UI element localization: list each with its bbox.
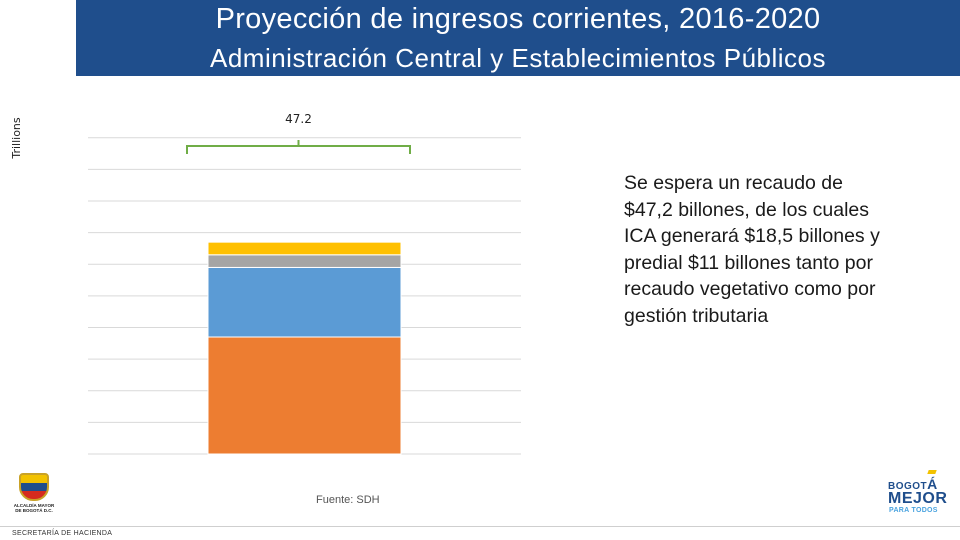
bar-segment-4 bbox=[207, 241, 402, 256]
bar-segment-1 bbox=[207, 336, 402, 455]
slide-title: Proyección de ingresos corrientes, 2016-… bbox=[215, 3, 821, 35]
logo-accent-icon bbox=[927, 470, 937, 474]
bogota-mejor-logo: BOGOTÁ MEJOR PARA TODOS bbox=[886, 470, 950, 518]
bar-segments bbox=[207, 241, 402, 455]
total-bracket bbox=[186, 140, 411, 154]
bogota-logo-line3: PARA TODOS bbox=[889, 507, 938, 514]
coat-of-arms-icon bbox=[19, 473, 49, 501]
bogota-logo-line2: MEJOR bbox=[888, 490, 948, 507]
summary-text: Se espera un recaudo de $47,2 billones, … bbox=[624, 172, 880, 327]
slide-subtitle: Administración Central y Establecimiento… bbox=[209, 43, 827, 73]
source-note: Fuente: SDH bbox=[316, 494, 380, 506]
footer-divider bbox=[0, 526, 960, 527]
bar-segment-2 bbox=[207, 266, 402, 338]
bogota-logo-line1: BOGOTÁ bbox=[888, 476, 938, 492]
footer-label: SECRETARÍA DE HACIENDA bbox=[12, 530, 113, 537]
alcaldia-logo: ALCALDÍA MAYOR DE BOGOTÁ D.C. bbox=[12, 473, 56, 513]
bar-segment-3 bbox=[207, 254, 402, 268]
total-label: 47.2 bbox=[285, 112, 312, 126]
slide-header: Proyección de ingresos corrientes, 2016-… bbox=[76, 0, 960, 76]
total-annotation: 47.2 bbox=[186, 112, 411, 154]
alcaldia-logo-text: ALCALDÍA MAYOR DE BOGOTÁ D.C. bbox=[13, 503, 55, 513]
